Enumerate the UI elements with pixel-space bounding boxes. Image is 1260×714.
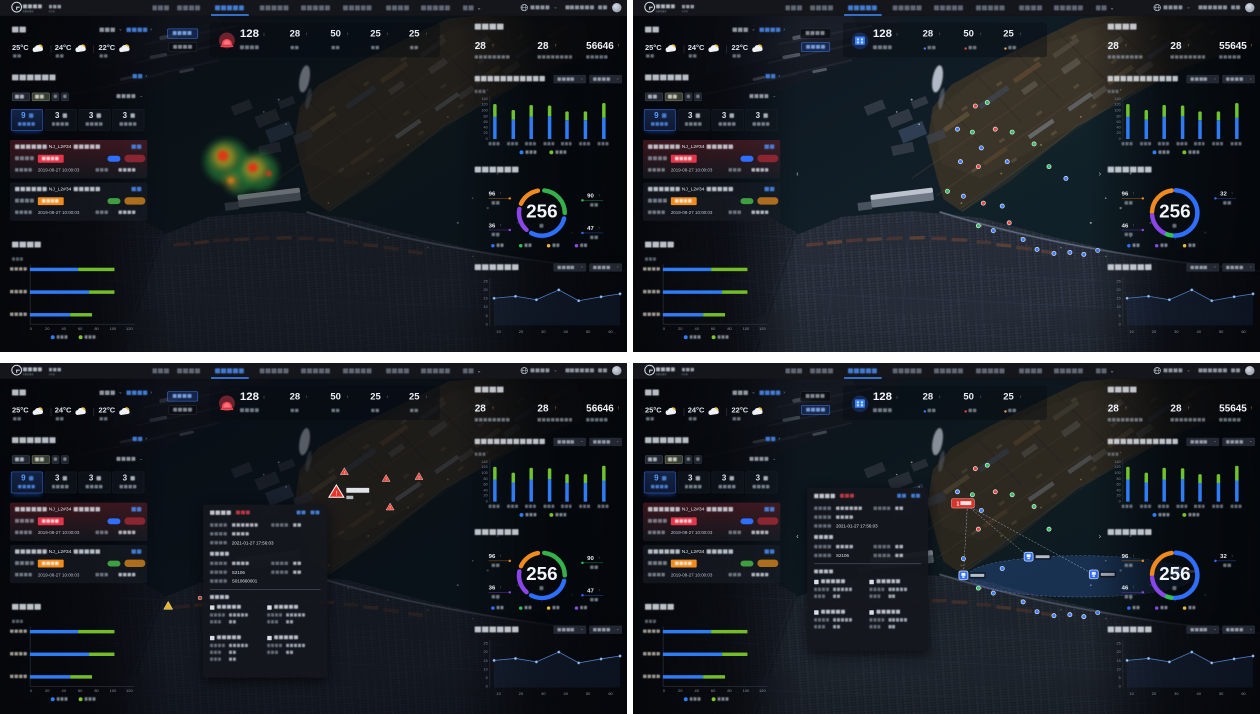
svg-text:!: ! bbox=[335, 491, 337, 498]
svg-text:!: ! bbox=[418, 475, 419, 480]
svg-text:1: 1 bbox=[956, 502, 959, 508]
svg-text:!: ! bbox=[389, 505, 390, 510]
svg-text:!: ! bbox=[386, 477, 387, 482]
svg-text:!: ! bbox=[344, 470, 345, 475]
